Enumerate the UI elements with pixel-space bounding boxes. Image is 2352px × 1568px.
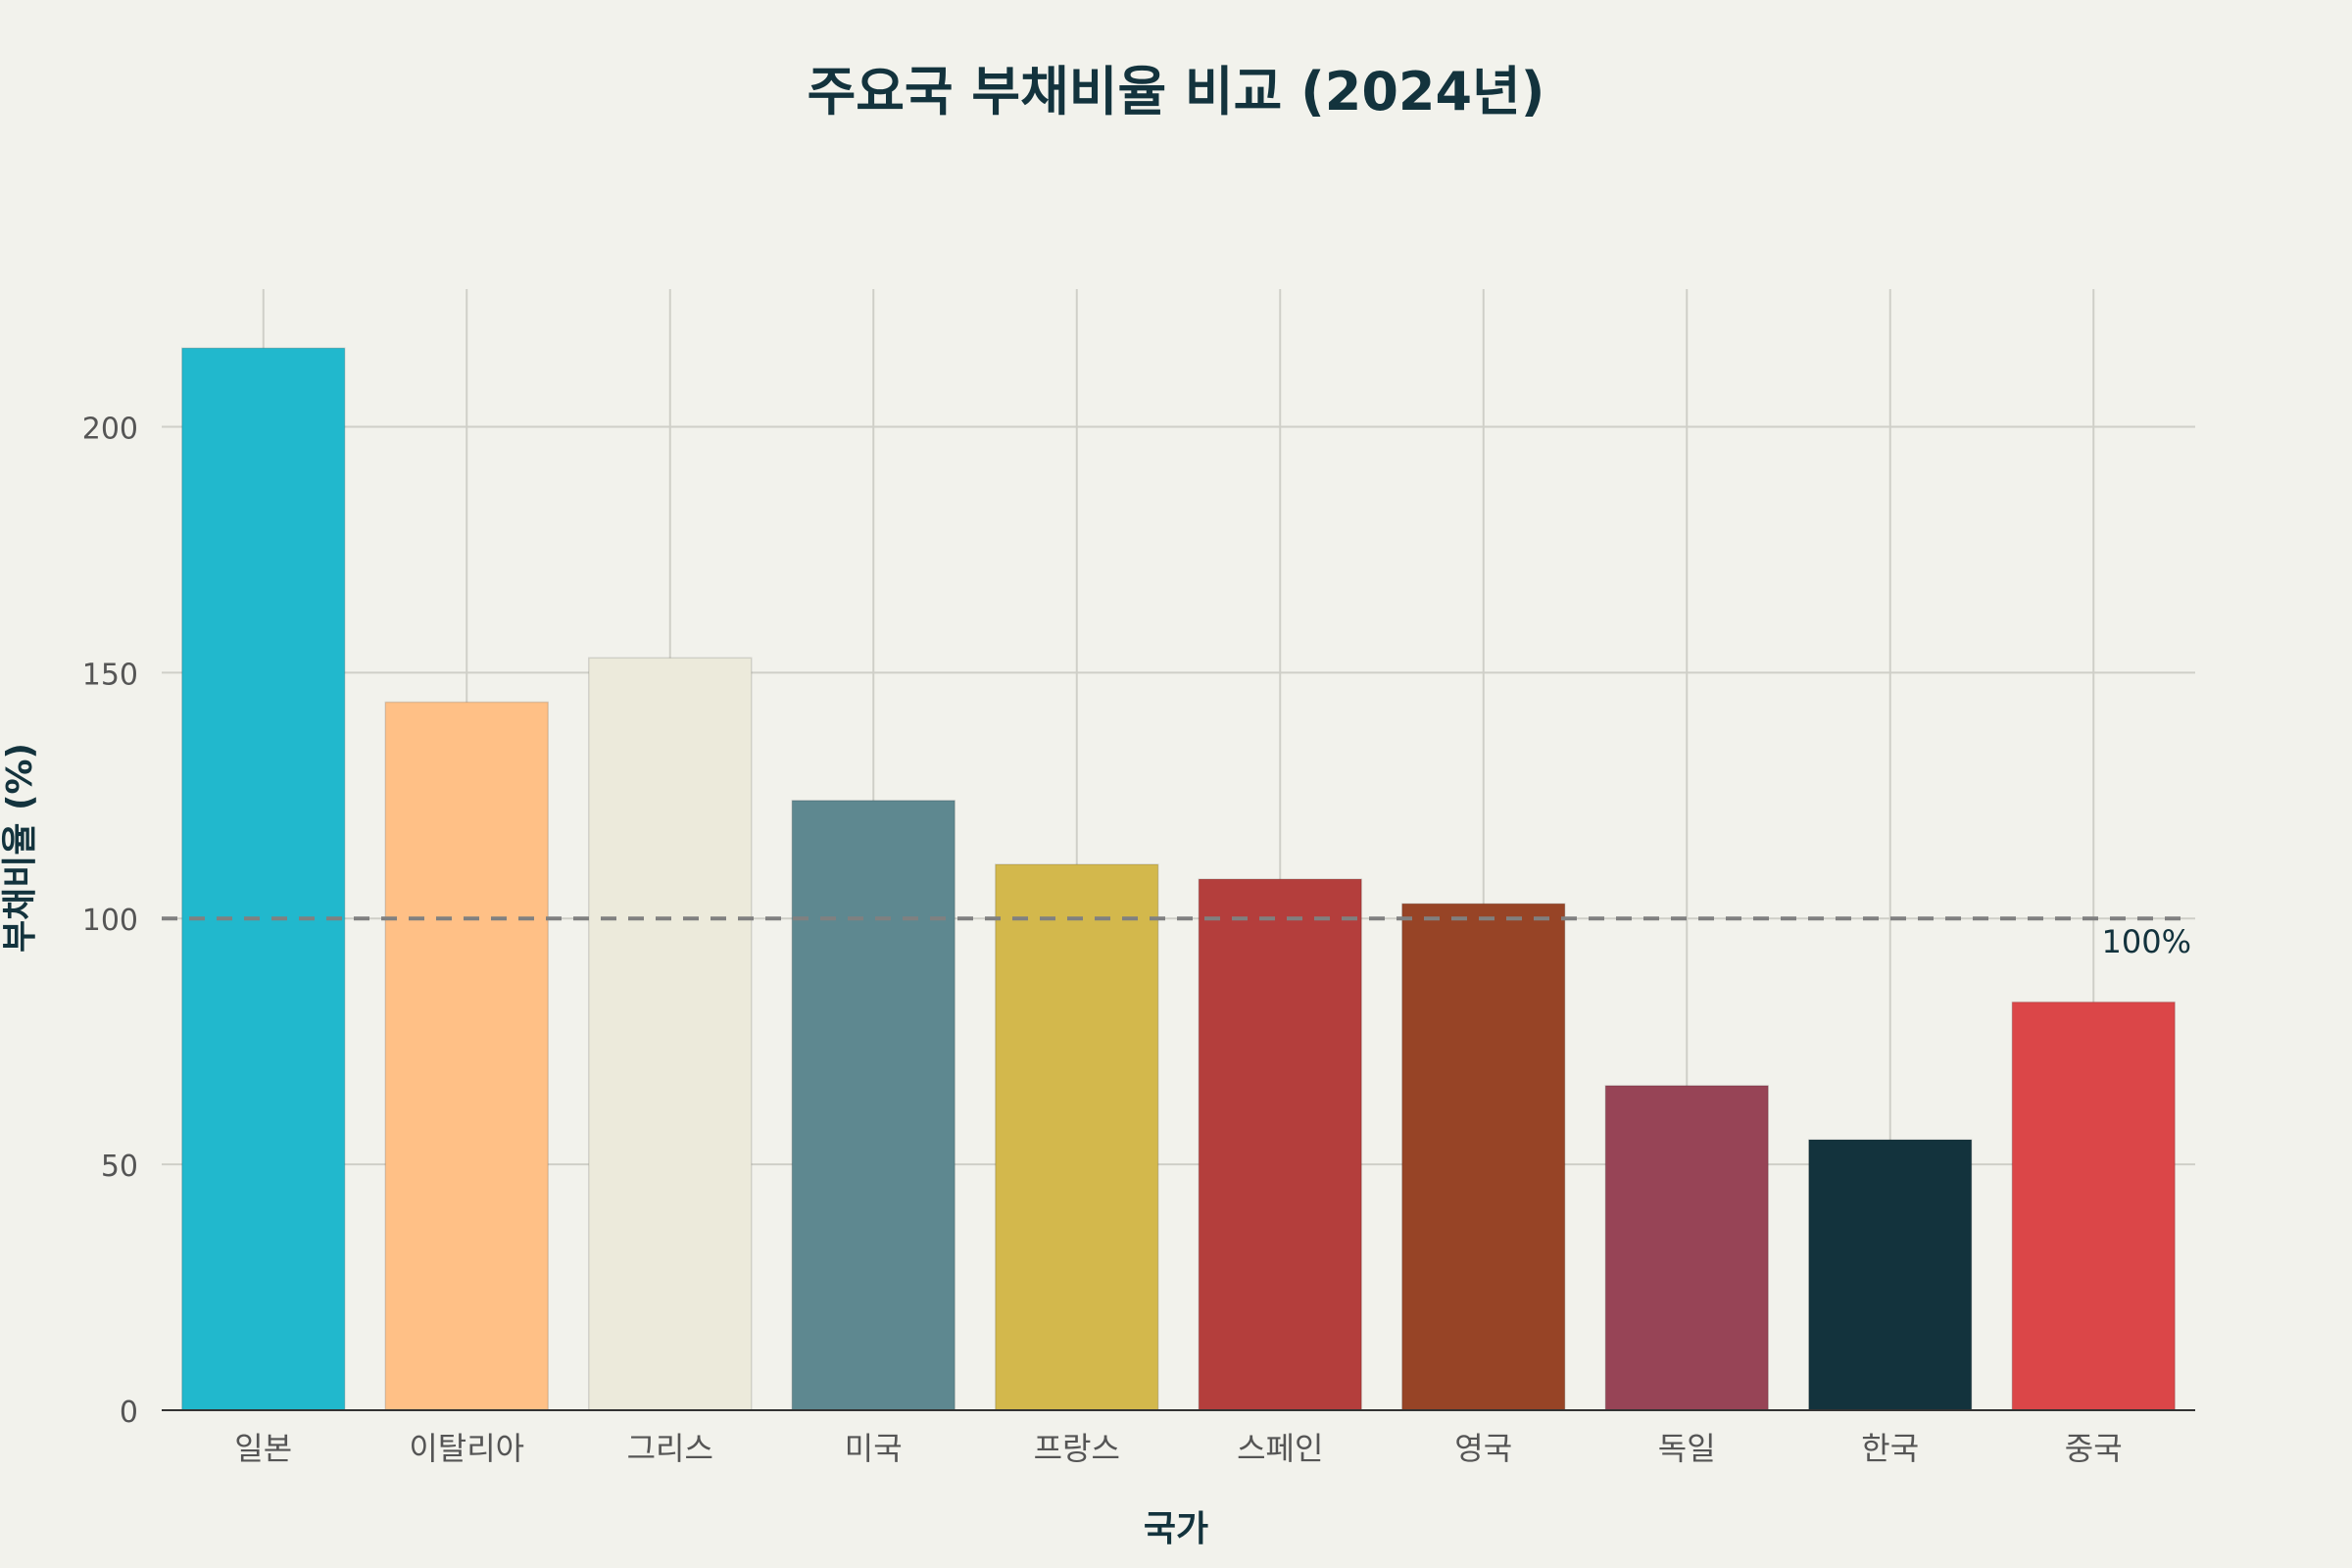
- bar-10: [2011, 1001, 2176, 1411]
- bar-4: [791, 800, 956, 1411]
- x-tick-label: 한국: [1861, 1430, 1919, 1467]
- x-tick-label: 영국: [1454, 1430, 1512, 1467]
- bar-2: [384, 701, 549, 1411]
- x-axis-title: 국가: [1144, 1509, 1208, 1549]
- bar-1: [181, 347, 346, 1411]
- x-tick-label: 미국: [845, 1430, 903, 1467]
- reference-line-group: 100%: [162, 916, 2191, 960]
- x-tick-label: 프랑스: [1034, 1430, 1120, 1467]
- y-tick-label: 200: [82, 412, 138, 446]
- bar-7: [1401, 903, 1566, 1411]
- axes: 0 50 100 150 200 일본 이탈리아 그리스 미국 프랑스 스페인 영국 독일 한국 중국: [82, 412, 2195, 1467]
- reference-line-label: 100%: [2102, 923, 2191, 960]
- bar-3: [588, 657, 753, 1411]
- x-tick-label: 스페인: [1237, 1430, 1323, 1467]
- bar-5: [995, 863, 1159, 1411]
- x-tick-label: 중국: [2065, 1430, 2123, 1467]
- y-tick-label: 50: [101, 1150, 138, 1184]
- chart-title: 주요국 부채비율 비교 (2024년): [808, 61, 1545, 122]
- y-tick-label: 0: [120, 1396, 138, 1430]
- x-tick-label: 독일: [1658, 1430, 1716, 1467]
- x-tick-label: 그리스: [627, 1430, 713, 1467]
- bar-6: [1198, 878, 1362, 1411]
- x-tick-label: 이탈리아: [409, 1430, 524, 1467]
- bar-9: [1808, 1139, 1973, 1411]
- y-tick-label: 150: [82, 658, 138, 692]
- x-tick-label: 일본: [234, 1430, 292, 1467]
- bars: [181, 347, 2176, 1411]
- y-tick-label: 100: [82, 904, 138, 938]
- bar-8: [1604, 1085, 1769, 1411]
- y-axis-title: 부채비율 (%): [0, 743, 40, 953]
